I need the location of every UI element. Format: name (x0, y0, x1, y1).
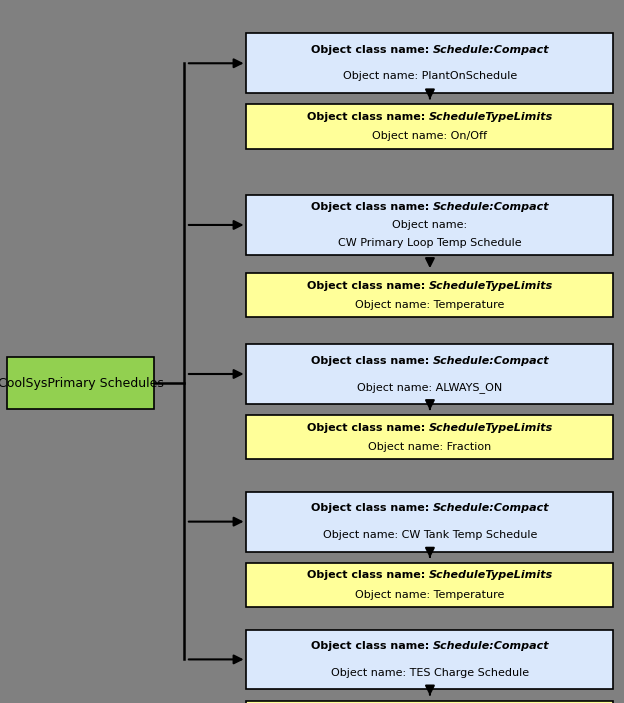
Text: Schedule:Compact: Schedule:Compact (432, 503, 549, 513)
FancyBboxPatch shape (246, 700, 613, 703)
Text: ScheduleTypeLimits: ScheduleTypeLimits (429, 112, 553, 122)
Text: ScheduleTypeLimits: ScheduleTypeLimits (429, 570, 553, 580)
Text: CoolSysPrimary Schedules: CoolSysPrimary Schedules (0, 377, 163, 389)
Text: Object class name:: Object class name: (311, 641, 432, 651)
Text: Schedule:Compact: Schedule:Compact (432, 45, 549, 55)
Text: Object class name:: Object class name: (307, 280, 429, 290)
Text: Object class name:: Object class name: (307, 112, 429, 122)
Text: Object class name:: Object class name: (307, 570, 429, 580)
FancyBboxPatch shape (246, 630, 613, 689)
Text: Schedule:Compact: Schedule:Compact (432, 202, 549, 212)
Text: ScheduleTypeLimits: ScheduleTypeLimits (429, 423, 553, 432)
FancyBboxPatch shape (246, 562, 613, 607)
Text: Object name: On/Off: Object name: On/Off (373, 131, 487, 141)
Text: Object name: CW Tank Temp Schedule: Object name: CW Tank Temp Schedule (323, 530, 537, 540)
Text: Schedule:Compact: Schedule:Compact (432, 641, 549, 651)
Text: Object name: Temperature: Object name: Temperature (355, 300, 505, 310)
Text: CW Primary Loop Temp Schedule: CW Primary Loop Temp Schedule (338, 238, 522, 248)
Text: Object name:: Object name: (392, 220, 467, 230)
Text: Object name: ALWAYS_ON: Object name: ALWAYS_ON (358, 382, 502, 392)
Text: Object class name:: Object class name: (311, 356, 432, 366)
Text: Object name: Fraction: Object name: Fraction (368, 442, 492, 452)
FancyBboxPatch shape (246, 105, 613, 149)
Text: Object name: PlantOnSchedule: Object name: PlantOnSchedule (343, 72, 517, 82)
Text: Schedule:Compact: Schedule:Compact (432, 356, 549, 366)
FancyBboxPatch shape (246, 33, 613, 93)
Text: Object class name:: Object class name: (307, 423, 429, 432)
Text: Object class name:: Object class name: (311, 202, 432, 212)
FancyBboxPatch shape (246, 273, 613, 317)
FancyBboxPatch shape (246, 195, 613, 254)
Text: Object name: Temperature: Object name: Temperature (355, 590, 505, 600)
FancyBboxPatch shape (246, 492, 613, 551)
FancyBboxPatch shape (246, 415, 613, 460)
Text: Object class name:: Object class name: (311, 45, 432, 55)
Text: Object name: TES Charge Schedule: Object name: TES Charge Schedule (331, 668, 529, 678)
FancyBboxPatch shape (246, 344, 613, 404)
Text: Object class name:: Object class name: (311, 503, 432, 513)
Text: ScheduleTypeLimits: ScheduleTypeLimits (429, 280, 553, 290)
FancyBboxPatch shape (7, 356, 154, 409)
